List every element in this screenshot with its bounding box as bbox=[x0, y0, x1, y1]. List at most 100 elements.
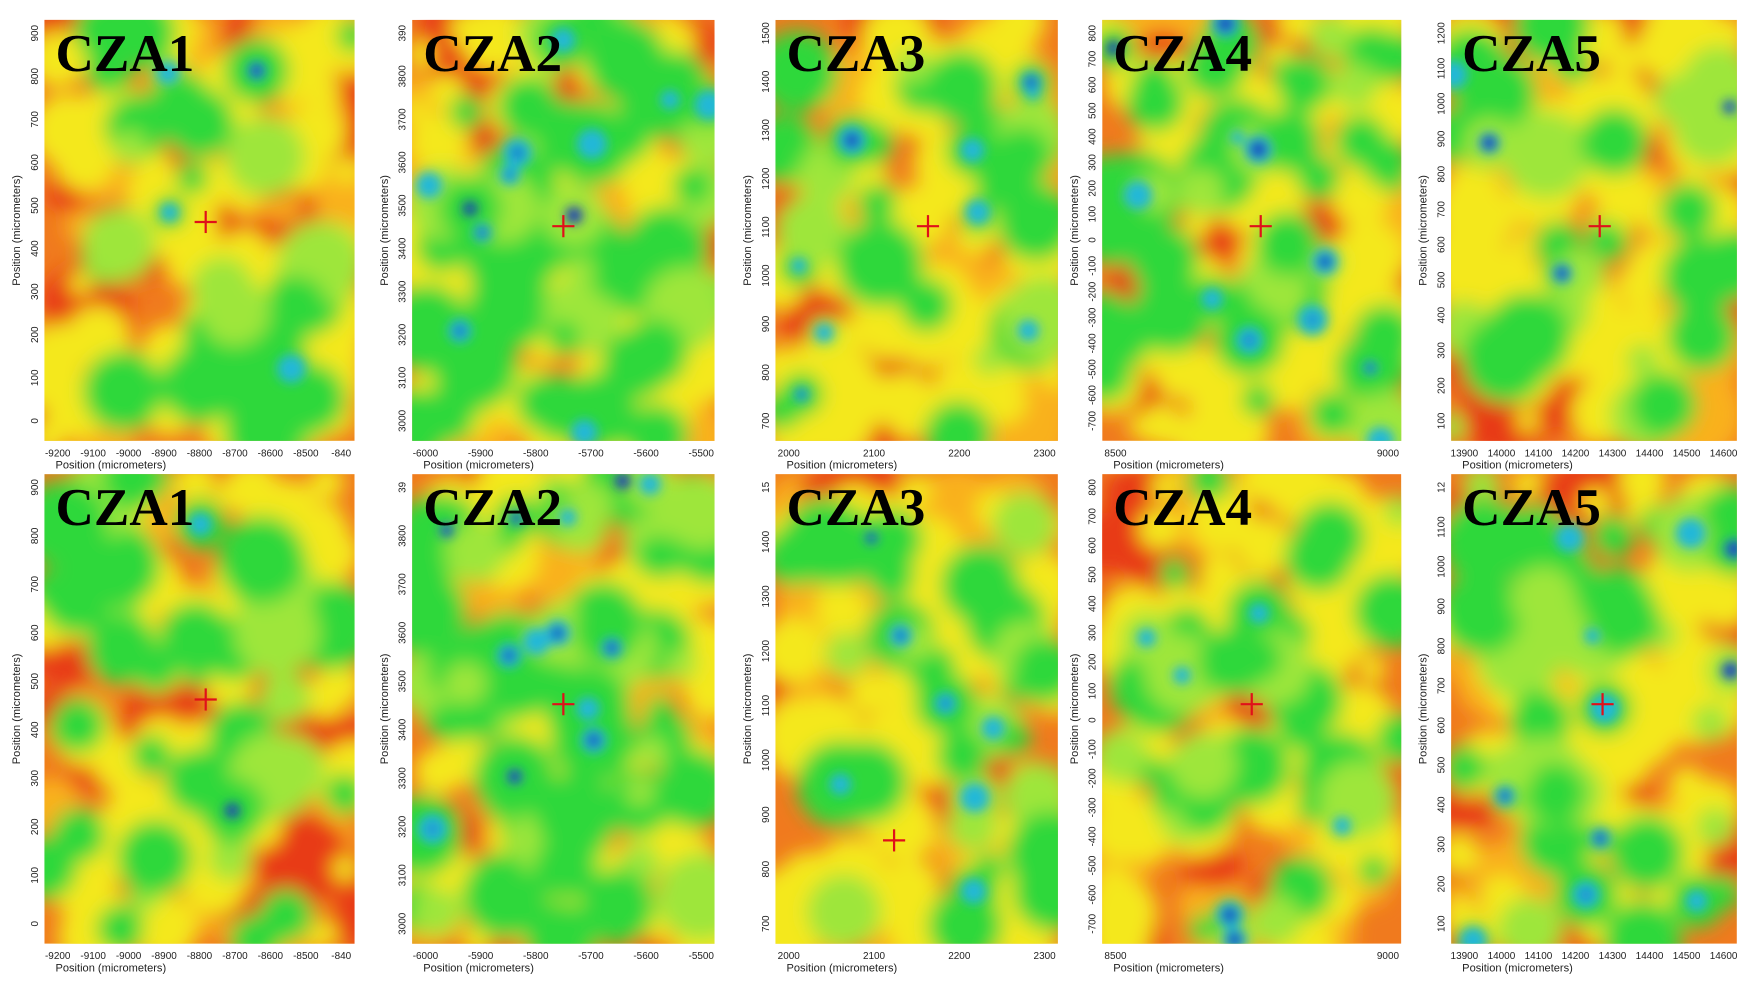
blob bbox=[455, 326, 465, 336]
y-tick-label: 1400 bbox=[761, 530, 772, 553]
blob bbox=[1685, 890, 1708, 913]
blob bbox=[1691, 703, 1730, 741]
y-tick-label: 3600 bbox=[398, 621, 409, 644]
blob bbox=[44, 836, 77, 900]
heatmap bbox=[412, 474, 715, 944]
blob bbox=[1006, 811, 1058, 897]
blob bbox=[992, 491, 1058, 557]
blob bbox=[1725, 540, 1737, 558]
heatmap-layer bbox=[1451, 60, 1737, 284]
blob bbox=[1102, 878, 1157, 944]
blob bbox=[1451, 570, 1523, 655]
y-tick-label: 600 bbox=[1436, 717, 1447, 734]
x-tick-label: -8700 bbox=[222, 951, 248, 962]
blob bbox=[974, 150, 1036, 212]
y-tick-label: 1000 bbox=[761, 749, 772, 772]
x-tick-label: 14600 bbox=[1710, 448, 1737, 459]
blob bbox=[449, 94, 484, 130]
x-tick-label: 2200 bbox=[948, 448, 971, 459]
heatmap bbox=[1102, 474, 1402, 944]
heatmap-layer bbox=[1102, 474, 1402, 944]
blob bbox=[660, 90, 680, 110]
heatmap-layer bbox=[44, 474, 355, 944]
blob bbox=[1333, 816, 1352, 835]
y-tick-label: 900 bbox=[30, 24, 41, 41]
x-tick-label: -5700 bbox=[578, 951, 604, 962]
x-tick-label: 14200 bbox=[1562, 448, 1590, 459]
y-tick-label: 100 bbox=[1436, 915, 1447, 932]
blob bbox=[445, 522, 506, 583]
blob bbox=[567, 256, 595, 284]
blob bbox=[806, 874, 882, 944]
y-tick-label: 1000 bbox=[1436, 92, 1447, 115]
blob bbox=[1257, 109, 1321, 173]
y-tick-label: 1100 bbox=[1436, 57, 1447, 79]
x-tick-label: 2000 bbox=[778, 448, 801, 459]
y-tick-label: 1000 bbox=[761, 264, 772, 287]
x-tick-label: -9000 bbox=[116, 448, 142, 459]
y-tick-label: 200 bbox=[1436, 875, 1447, 892]
y-tick-label: 3800 bbox=[398, 524, 409, 547]
panel-title: CZA4 bbox=[1113, 479, 1252, 537]
blob bbox=[1150, 474, 1180, 502]
blob bbox=[1333, 220, 1402, 293]
y-tick-label: 200 bbox=[30, 818, 41, 835]
x-axis-label: Position (micrometers) bbox=[56, 460, 167, 472]
blob bbox=[664, 475, 715, 550]
blob bbox=[1255, 211, 1320, 276]
heatmap-layer bbox=[44, 19, 355, 441]
blob bbox=[667, 584, 701, 618]
blob bbox=[1136, 628, 1157, 648]
blob bbox=[1555, 523, 1584, 553]
x-tick-label: -8900 bbox=[151, 951, 177, 962]
y-tick-label: 500 bbox=[1436, 271, 1447, 288]
blob bbox=[636, 535, 680, 579]
blob bbox=[534, 772, 619, 856]
y-tick-label: -700 bbox=[1088, 410, 1099, 430]
blob bbox=[50, 698, 105, 753]
y-tick-label: 1200 bbox=[761, 639, 772, 662]
blob bbox=[81, 207, 156, 283]
y-tick-label: 390 bbox=[398, 24, 409, 41]
x-tick-label: -5500 bbox=[689, 951, 715, 962]
y-tick-label: -200 bbox=[1088, 281, 1099, 301]
blob bbox=[866, 551, 915, 600]
y-tick-label: 1500 bbox=[761, 22, 772, 45]
blob bbox=[551, 626, 564, 640]
blob bbox=[936, 730, 988, 782]
blob bbox=[1358, 855, 1389, 886]
blob bbox=[666, 648, 698, 680]
y-tick-label: 1100 bbox=[761, 694, 772, 716]
blob bbox=[1102, 344, 1133, 402]
y-tick-label: 100 bbox=[1436, 412, 1447, 429]
blob bbox=[1509, 689, 1571, 752]
y-tick-label: 300 bbox=[1436, 836, 1447, 853]
blob bbox=[559, 508, 577, 527]
blob bbox=[1177, 168, 1225, 215]
blob bbox=[899, 278, 953, 332]
heatmap bbox=[412, 19, 715, 441]
blob bbox=[656, 225, 693, 262]
blob bbox=[96, 905, 144, 944]
heatmap bbox=[44, 474, 355, 944]
y-tick-label: 300 bbox=[1436, 342, 1447, 359]
y-tick-label: 12 bbox=[1436, 481, 1447, 493]
blob bbox=[1189, 487, 1255, 553]
heatmap bbox=[44, 19, 355, 441]
y-tick-label: 900 bbox=[30, 479, 41, 496]
y-tick-label: 800 bbox=[30, 527, 41, 544]
blob bbox=[1201, 288, 1223, 310]
y-tick-label: 3600 bbox=[398, 151, 409, 174]
blob bbox=[412, 40, 435, 69]
blob bbox=[1451, 188, 1484, 239]
blob bbox=[1026, 86, 1040, 100]
blob bbox=[1227, 932, 1242, 944]
y-tick-label: 3400 bbox=[398, 237, 409, 260]
blob bbox=[1482, 293, 1572, 382]
x-axis-label: Position (micrometers) bbox=[423, 460, 534, 472]
y-tick-label: 39 bbox=[398, 481, 409, 493]
y-tick-label: -600 bbox=[1088, 884, 1099, 904]
blob bbox=[1606, 41, 1642, 76]
y-tick-label: 600 bbox=[1088, 537, 1099, 554]
blob bbox=[1366, 426, 1394, 441]
